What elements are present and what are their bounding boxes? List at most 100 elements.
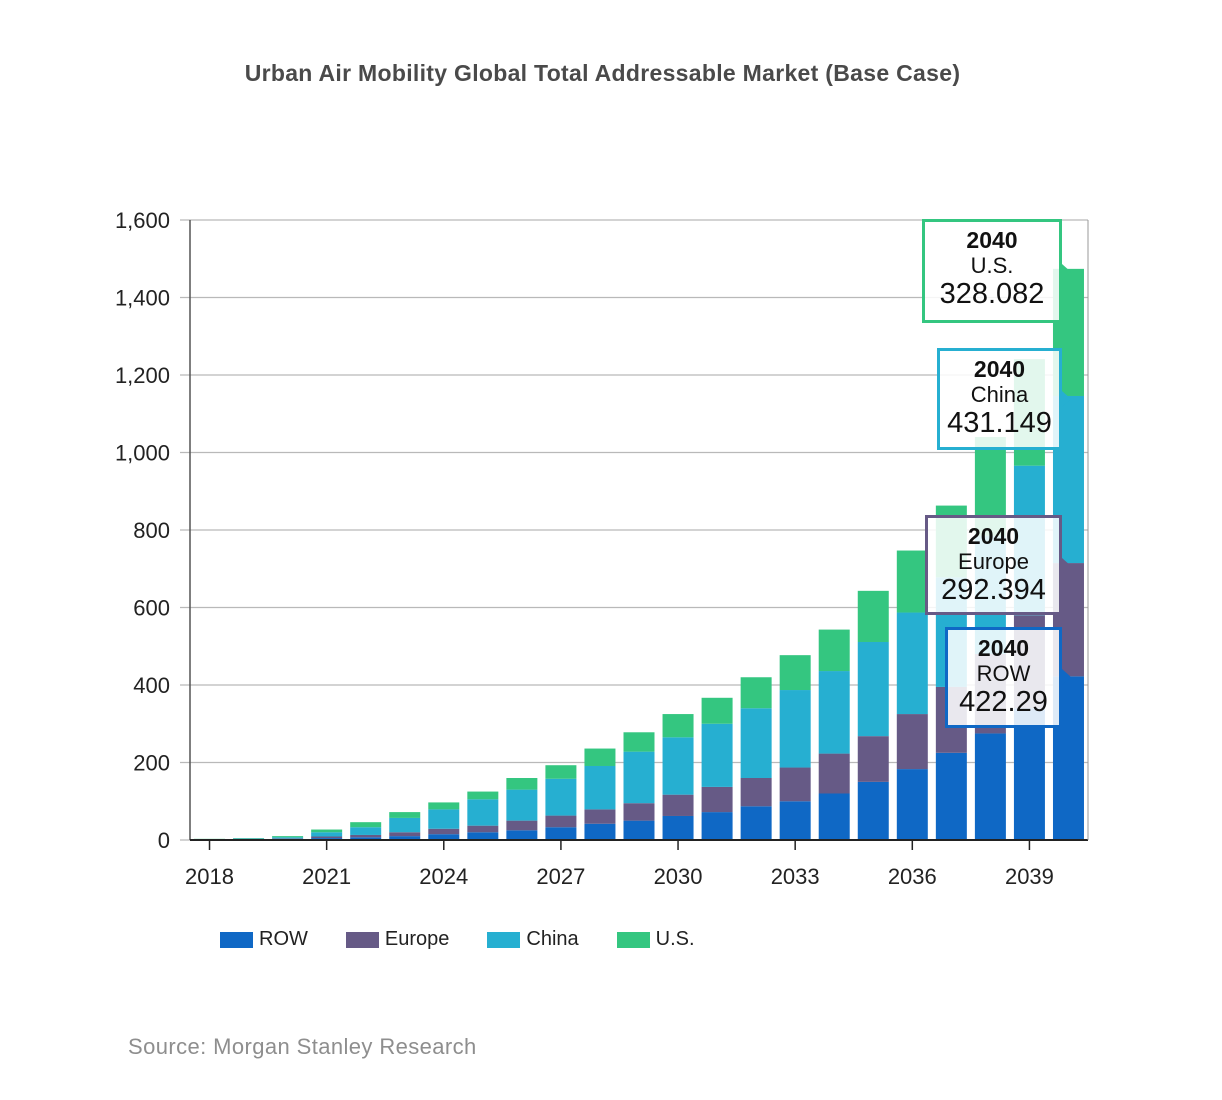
bar-us-2034 — [818, 629, 850, 672]
callout-row-2040: 2040 ROW 422.29 — [945, 627, 1062, 728]
legend-swatch-europe — [345, 931, 379, 948]
bar-row-2024 — [428, 834, 460, 840]
legend-label-europe: Europe — [384, 928, 450, 950]
bar-row-2039 — [1013, 708, 1045, 840]
callout-china-2040: 2040 China 431.149 — [937, 348, 1062, 450]
y-tick-label: 1,400 — [115, 286, 170, 311]
bar-us-2025 — [467, 791, 499, 800]
bar-europe-2034 — [818, 753, 850, 794]
bar-china-2031 — [701, 723, 733, 787]
legend-item-us: U.S. — [616, 928, 695, 951]
bar-row-2029 — [623, 820, 655, 840]
y-tick-label: 1,600 — [115, 208, 170, 233]
bar-row-2037 — [935, 752, 967, 840]
bar-row-2027 — [545, 827, 577, 840]
x-tick-label: 2018 — [185, 864, 234, 889]
y-tick-label: 800 — [133, 518, 170, 543]
bar-europe-2026 — [506, 820, 538, 831]
bar-europe-2036 — [896, 714, 928, 770]
callout-us-pointer — [1062, 264, 1071, 280]
bar-row-2036 — [896, 769, 928, 840]
bar-row-2022 — [350, 837, 382, 840]
x-tick-label: 2033 — [771, 864, 820, 889]
bar-china-2030 — [662, 737, 694, 795]
callout-us-2040: 2040 U.S. 328.082 — [922, 219, 1062, 323]
bar-china-2025 — [467, 799, 499, 826]
bar-row-2023 — [389, 836, 421, 840]
bar-us-2030 — [662, 714, 694, 738]
bar-europe-2025 — [467, 825, 499, 833]
bar-us-2027 — [545, 765, 577, 779]
bar-china-2032 — [740, 708, 772, 778]
callout-europe-pointer — [1062, 558, 1071, 574]
x-tick-label: 2027 — [536, 864, 585, 889]
bar-china-2026 — [506, 789, 538, 821]
callout-year: 2040 — [973, 356, 1026, 382]
callout-europe-2040: 2040 Europe 292.394 — [925, 515, 1062, 615]
callout-series: ROW — [976, 660, 1031, 686]
x-tick-label: 2030 — [654, 864, 703, 889]
bar-row-2032 — [740, 806, 772, 840]
bar-us-2031 — [701, 697, 733, 724]
x-tick-label: 2024 — [419, 864, 468, 889]
bar-china-2033 — [779, 690, 811, 768]
legend-swatch-row — [220, 931, 253, 948]
bar-europe-2032 — [740, 778, 772, 807]
callout-year: 2040 — [967, 523, 1020, 549]
callout-value: 422.29 — [959, 686, 1048, 719]
callout-row-pointer — [1062, 669, 1071, 685]
bar-us-2026 — [506, 778, 538, 790]
bar-row-2025 — [467, 832, 499, 840]
bar-us-2035 — [857, 590, 889, 642]
callout-value: 431.149 — [947, 407, 1052, 440]
legend-label-china: China — [526, 928, 579, 950]
y-tick-label: 0 — [158, 828, 170, 853]
bar-row-2035 — [857, 781, 889, 840]
bar-us-2028 — [584, 748, 616, 766]
bar-china-2029 — [623, 751, 655, 804]
y-tick-label: 1,200 — [115, 363, 170, 388]
legend-item-china: China — [487, 928, 579, 951]
bar-us-2020 — [272, 836, 304, 838]
bar-us-2032 — [740, 677, 772, 709]
bar-row-2028 — [584, 823, 616, 840]
bar-europe-2031 — [701, 786, 733, 813]
bar-row-2033 — [779, 801, 811, 840]
bar-us-2033 — [779, 655, 811, 691]
bar-europe-2022 — [350, 834, 382, 838]
legend-label-us: U.S. — [655, 928, 695, 950]
bar-europe-2029 — [623, 803, 655, 821]
callout-value: 292.394 — [941, 574, 1046, 607]
bar-europe-2035 — [857, 736, 889, 782]
legend-swatch-china — [487, 931, 521, 948]
callout-china-pointer — [1062, 391, 1071, 407]
y-tick-label: 200 — [133, 751, 170, 776]
bar-china-2035 — [857, 641, 889, 737]
bar-europe-2024 — [428, 828, 460, 835]
bar-row-2038 — [974, 733, 1006, 840]
x-tick-label: 2021 — [302, 864, 351, 889]
callout-series: U.S. — [970, 252, 1014, 278]
bar-row-2026 — [506, 830, 538, 840]
bar-row-2034 — [818, 793, 850, 840]
bar-china-2024 — [428, 809, 460, 829]
bar-us-2022 — [350, 822, 382, 828]
bar-europe-2027 — [545, 815, 577, 828]
y-tick-label: 1,000 — [115, 441, 170, 466]
bar-china-2021 — [311, 832, 343, 837]
legend-label-row: ROW — [259, 928, 308, 950]
bar-china-2036 — [896, 612, 928, 715]
x-tick-label: 2036 — [888, 864, 937, 889]
bar-china-2022 — [350, 827, 382, 835]
bar-china-2023 — [389, 817, 421, 833]
y-tick-label: 600 — [133, 596, 170, 621]
chart-legend: ROW Europe China U.S. — [220, 928, 733, 951]
bar-us-2024 — [428, 802, 460, 810]
bar-europe-2021 — [311, 836, 343, 839]
bar-us-2036 — [896, 550, 928, 613]
bar-china-2020 — [272, 837, 304, 839]
bar-china-2028 — [584, 765, 616, 810]
chart-title: Urban Air Mobility Global Total Addressa… — [244, 60, 961, 86]
bar-row-2030 — [662, 815, 694, 840]
legend-item-row: ROW — [220, 928, 308, 951]
